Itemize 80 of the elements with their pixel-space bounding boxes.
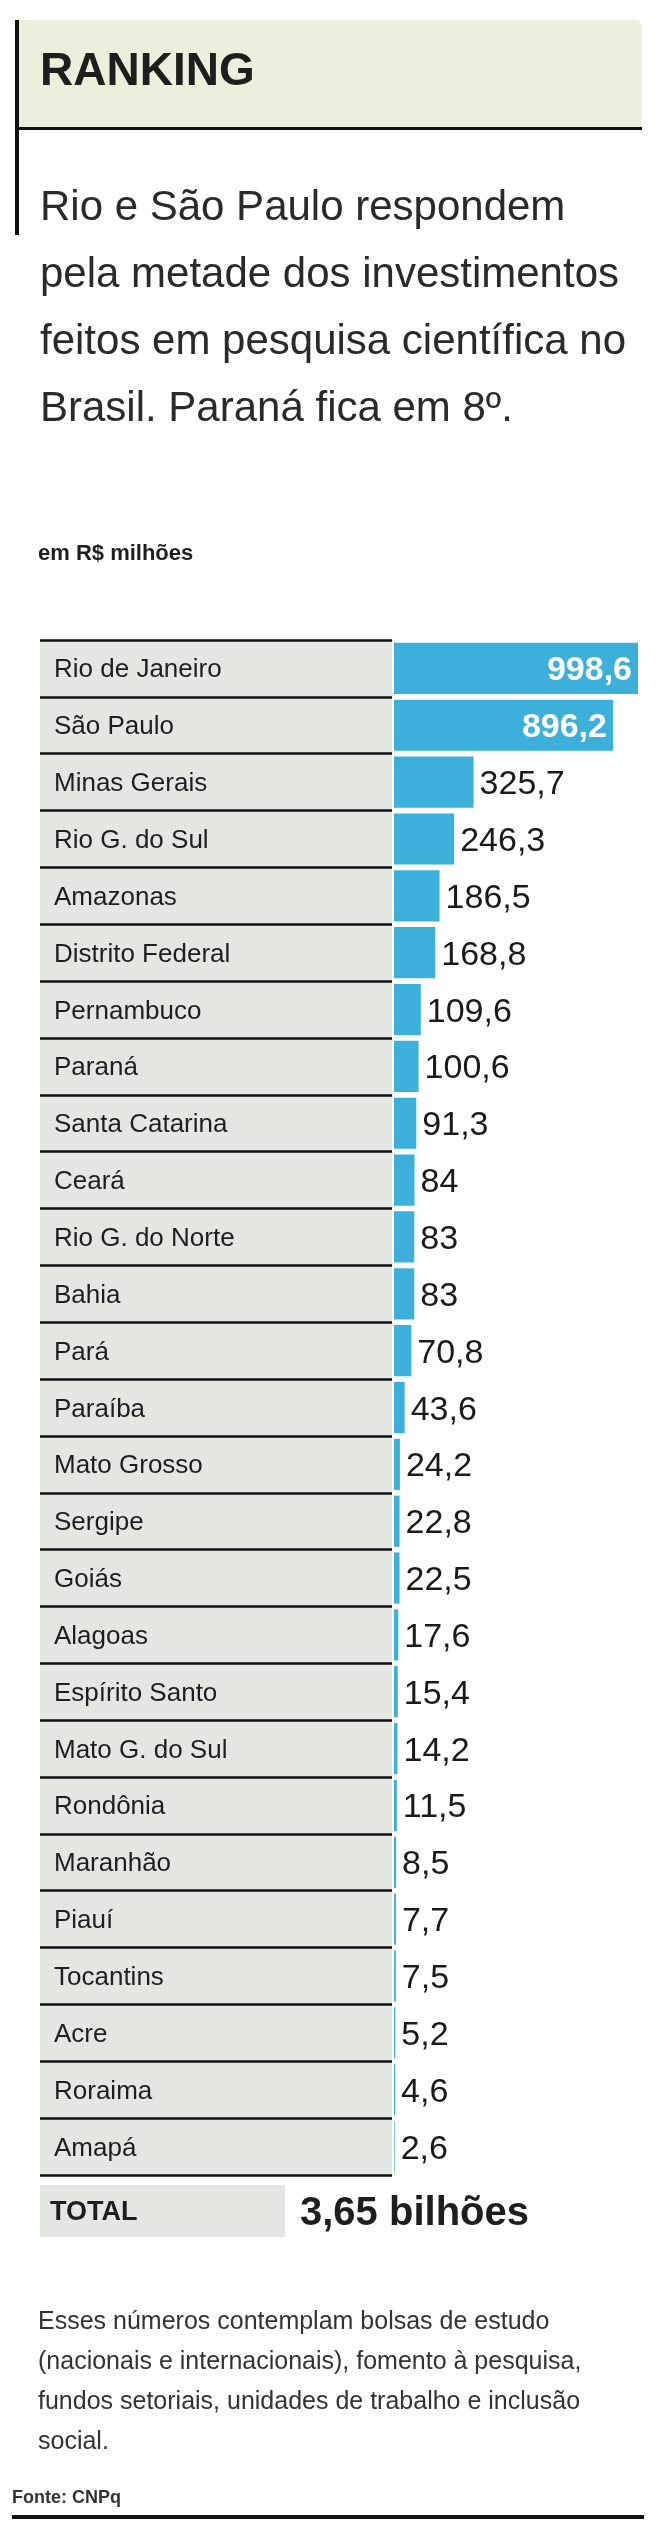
data-label: 84 — [420, 1161, 459, 1200]
data-label: 11,5 — [402, 1786, 467, 1825]
bar — [394, 1154, 415, 1206]
data-label: 8,5 — [402, 1843, 450, 1882]
bar — [394, 1381, 405, 1434]
data-label: 22,8 — [405, 1502, 472, 1541]
text: Esses números contemplam bolsas de estudo (nacionais e internacionais), fomento à pesquisa, fundos setoriais, unidades de trabalho e inclusão social. — [38, 2305, 583, 2456]
bar — [394, 1325, 412, 1377]
data-label: 14,2 — [403, 1729, 470, 1768]
data-label: 17,6 — [404, 1615, 471, 1654]
bar — [394, 1211, 415, 1263]
y-tick-label: Espírito Santo — [54, 1676, 218, 1707]
y-tick-label: Minas Gerais — [54, 767, 208, 798]
y-tick-label: Alagoas — [54, 1619, 148, 1650]
bar — [394, 1609, 399, 1661]
y-tick-label: Pernambuco — [54, 994, 202, 1025]
bar — [394, 870, 440, 922]
y-tick-label: Ceará — [54, 1165, 126, 1196]
chart-subtitle: Rio e São Paulo respondem pela metade dos investimentos feitos em pesquisa científica no Brasil. Paraná fica em 8º. — [40, 181, 627, 432]
text: TOTAL — [40, 2185, 285, 2237]
data-label: 70,8 — [417, 1331, 484, 1370]
data-label: 109,6 — [426, 990, 512, 1029]
y-tick-label: Maranhão — [54, 1847, 172, 1878]
data-label: 15,4 — [403, 1672, 470, 1711]
data-label: 168,8 — [441, 933, 527, 972]
bar — [394, 1268, 415, 1320]
bar — [394, 756, 474, 808]
data-label: 7,7 — [401, 1900, 450, 1939]
bar — [394, 927, 436, 979]
y-tick-label: Rio G. do Norte — [54, 1221, 235, 1252]
y-tick-label: Goiás — [54, 1563, 122, 1594]
data-label: 100,6 — [424, 1047, 510, 1086]
bar — [394, 1666, 398, 1718]
data-label: 246,3 — [460, 819, 546, 858]
chart-title: RANKING — [40, 42, 255, 96]
data-label: 998,6 — [546, 649, 632, 688]
y-tick-label: Paraíba — [54, 1392, 146, 1423]
y-tick-label: Pará — [54, 1335, 110, 1366]
y-tick-label: Rio de Janeiro — [54, 653, 222, 684]
text: 3,65 bilhões — [300, 2188, 529, 2235]
y-tick-label: Tocantins — [54, 1961, 164, 1992]
data-label: 186,5 — [445, 876, 531, 915]
y-tick-label: Rondônia — [54, 1790, 166, 1821]
y-tick-label: Mato G. do Sul — [54, 1733, 228, 1764]
data-label: 896,2 — [521, 706, 607, 745]
bar — [394, 1779, 397, 1832]
y-tick-label: Bahia — [54, 1278, 122, 1309]
y-tick-label: Piauí — [54, 1904, 115, 1935]
y-tick-label: Distrito Federal — [54, 937, 231, 968]
data-label: 2,6 — [400, 2127, 448, 2166]
data-label: 7,5 — [401, 1957, 450, 1996]
data-label: 5,2 — [401, 2013, 449, 2052]
y-tick-label: Acre — [54, 2017, 108, 2048]
bar — [394, 1495, 400, 1547]
bar — [394, 983, 421, 1036]
data-label: 43,6 — [410, 1388, 477, 1427]
bar — [394, 1040, 419, 1092]
bar — [394, 1836, 397, 1888]
y-tick-label: Sergipe — [54, 1506, 144, 1537]
bar — [394, 813, 455, 865]
data-label: 83 — [420, 1274, 459, 1313]
y-tick-label: São Paulo — [54, 710, 174, 741]
y-tick-label: Santa Catarina — [54, 1108, 228, 1139]
source-note: Fonte: CNPq — [12, 2487, 121, 2508]
y-tick-label: Mato Grosso — [54, 1449, 203, 1480]
data-label: 22,5 — [405, 1559, 472, 1598]
data-label: 24,2 — [405, 1445, 473, 1484]
bar — [394, 1552, 400, 1604]
y-tick-label: Roraima — [54, 2074, 153, 2105]
x-axis-title: em R$ milhões — [38, 540, 194, 566]
y-tick-label: Rio G. do Sul — [54, 823, 209, 854]
data-label: 91,3 — [422, 1104, 489, 1143]
data-label: 325,7 — [479, 763, 565, 802]
bar — [394, 1438, 400, 1490]
data-label: 83 — [420, 1217, 459, 1256]
y-tick-label: Paraná — [54, 1051, 139, 1082]
y-tick-label: Amazonas — [54, 880, 177, 911]
y-tick-label: Amapá — [54, 2131, 137, 2162]
data-label: 4,6 — [401, 2070, 449, 2109]
bar — [394, 1097, 417, 1149]
